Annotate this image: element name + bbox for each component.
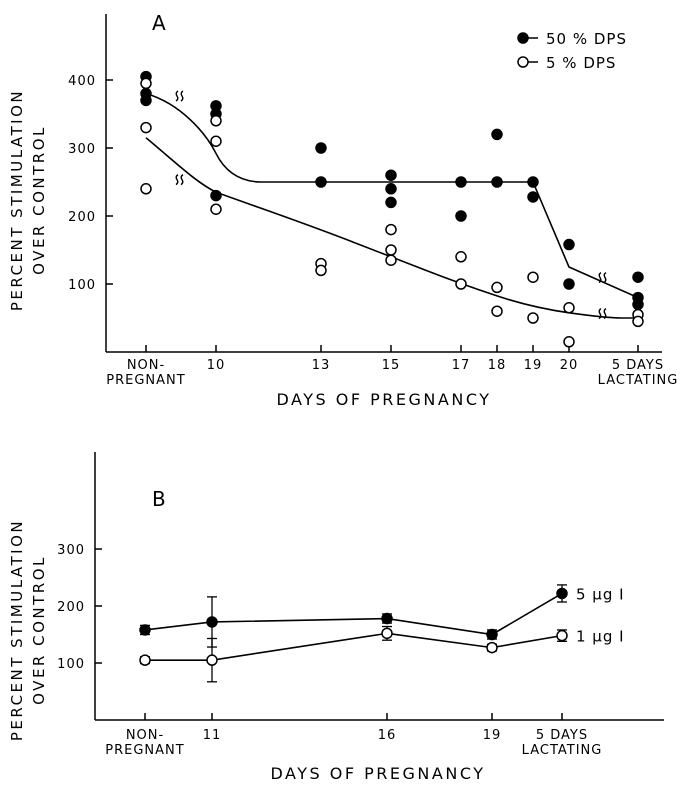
panel-b-xtick-label-lact: 5 DAYS: [536, 728, 588, 743]
legend-label-5: 5 % DPS: [546, 54, 616, 72]
panel-a-point-dps5-17: [563, 302, 575, 314]
panel-b-line-ug5: [144, 592, 563, 636]
panel-a-break-bottom: [175, 174, 184, 186]
panel-b-xlabel: DAYS OF PREGNANCY: [271, 764, 486, 783]
panel-b-xtick-label-lact-1: LACTATING: [522, 743, 603, 758]
panel-a-point-dps50-16: [527, 191, 539, 203]
panel-a-xtick-label-lact-1: LACTATING: [598, 373, 679, 388]
panel-b-ylabel-line2: OVER CONTROL: [30, 555, 48, 705]
panel-b-point-ug5-0: [139, 624, 151, 636]
panel-a-point-dps50-2: [140, 94, 152, 107]
panel-a-point-dps5-16: [527, 312, 539, 324]
legend: 50 % DPS 5 % DPS: [517, 30, 627, 72]
panel-a-point-dps5-0: [140, 77, 152, 90]
panel-b-point-ug1-4: [556, 629, 568, 642]
panel-a-point-dps50-21: [632, 298, 644, 311]
panel-b-xtick-label-np: NON-: [126, 728, 164, 743]
panel-a-ytick-label-400: 400: [68, 74, 96, 89]
panel-a-point-dps5-9: [385, 244, 397, 256]
panel-a-fit-line-0: [145, 92, 639, 299]
panel-a-ytick-label-300: 300: [68, 142, 96, 157]
panel-a-ylabel-line1: PERCENT STIMULATION: [8, 89, 26, 311]
panel-b-point-ug1-0: [139, 654, 151, 666]
panel-b-point-ug5-3: [486, 628, 498, 641]
legend-marker-50: [517, 32, 529, 44]
panel-a-point-dps5-14: [491, 305, 503, 317]
panel-a-plot: 100 200 300 400 NON-PREGNANT 10 13 15 17 18 19 20 5 …: [68, 14, 679, 388]
panel-b-ytick-label-300: 300: [57, 543, 85, 558]
panel-a-point-dps5-1: [140, 121, 152, 134]
panel-a-point-dps50-6: [315, 142, 327, 154]
panel-b-ytick-label-200: 200: [57, 600, 85, 615]
panel-a-point-dps50-14: [491, 176, 503, 188]
panel-a-point-dps5-2: [140, 183, 152, 195]
panel-b-series-label-ug1: 1 μg I: [576, 628, 625, 646]
panel-a-xtick-label-10: 10: [207, 358, 226, 373]
panel-a-point-dps5-11: [455, 251, 467, 263]
panel-a-point-dps5-10: [385, 254, 397, 266]
panel-a-point-dps50-19: [632, 271, 644, 283]
panel-b-xtick-label-np-1: PREGNANT: [105, 743, 184, 758]
panel-a-point-dps50-11: [455, 176, 467, 188]
panel-b-xtick-label-11: 11: [203, 728, 222, 743]
panel-a-xtick-label-15: 15: [382, 358, 401, 373]
panel-a-letter: A: [152, 11, 167, 35]
panel-a-point-dps50-10: [385, 196, 397, 209]
panel-b-ylabel-line1: PERCENT STIMULATION: [8, 519, 26, 741]
panel-b-point-ug1-2: [381, 627, 393, 640]
panel-a-point-dps50-13: [491, 128, 503, 141]
panel-a-point-dps5-3: [210, 115, 222, 127]
panel-b-ytick-label-100: 100: [57, 657, 85, 672]
panel-a-point-dps5-4: [210, 135, 222, 147]
panel-a-ylabel-line2: OVER CONTROL: [30, 125, 48, 275]
panel-a-xtick-label-17: 17: [452, 358, 471, 373]
panel-b-xtick-label-19: 19: [483, 728, 502, 743]
panel-a-xtick-label-13: 13: [312, 358, 331, 373]
panel-a-xtick-label-20: 20: [560, 358, 579, 373]
panel-a-point-dps5-5: [210, 203, 222, 215]
panel-a-break-right-bottom: [598, 308, 607, 320]
panel-a-point-dps5-13: [491, 281, 503, 294]
panel-a-ytick-label-200: 200: [68, 210, 96, 225]
panel-a-break-right-top: [598, 271, 607, 284]
panel-a-point-dps5-18: [563, 336, 575, 348]
legend-marker-5: [517, 56, 529, 68]
panel-b-series-label-ug5: 5 μg I: [576, 585, 625, 603]
panel-b-point-ug5-1: [206, 616, 218, 628]
panel-b-point-ug5-4: [556, 587, 568, 600]
panel-a-point-dps5-20: [632, 315, 644, 328]
panel-a-xtick-label-lact: 5 DAYS: [612, 358, 664, 373]
panel-a-point-dps5-7: [315, 264, 327, 277]
panel-b-point-ug1-1: [206, 654, 218, 666]
panel-a-point-dps5-8: [385, 223, 397, 236]
panel-a-point-dps50-7: [315, 176, 327, 188]
panel-a-point-dps50-18: [563, 278, 575, 290]
panel-a-xlabel: DAYS OF PREGNANCY: [277, 390, 492, 409]
panel-a-xtick-label-np: NON-: [127, 358, 165, 373]
panel-a-ytick-label-100: 100: [68, 278, 96, 293]
panel-a-point-dps50-15: [527, 176, 539, 188]
panel-b-plot: 100 200 300 NON-PREGNANT 11 16 19 5 DAYSLACTATI…: [57, 452, 664, 758]
panel-a-xtick-label-18: 18: [488, 358, 507, 373]
panel-a-fit-line-1: [145, 137, 638, 319]
panel-a-point-dps50-8: [385, 169, 397, 181]
panel-b-point-ug1-3: [486, 641, 498, 654]
panel-a-point-dps50-17: [563, 238, 575, 251]
panel-a-point-dps5-12: [455, 278, 467, 290]
panel-a-point-dps50-12: [455, 210, 467, 222]
panel-a-point-dps50-9: [385, 183, 397, 195]
panel-b-letter: B: [152, 487, 167, 511]
panel-a-break-top: [175, 90, 184, 102]
panel-a-xtick-label-19: 19: [524, 358, 543, 373]
panel-b-xtick-label-16: 16: [378, 728, 397, 743]
panel-a-xtick-label-np-1: PREGNANT: [106, 373, 185, 388]
legend-label-50: 50 % DPS: [546, 30, 627, 48]
panel-b-point-ug5-2: [381, 612, 393, 625]
panel-a-point-dps5-15: [527, 271, 539, 283]
